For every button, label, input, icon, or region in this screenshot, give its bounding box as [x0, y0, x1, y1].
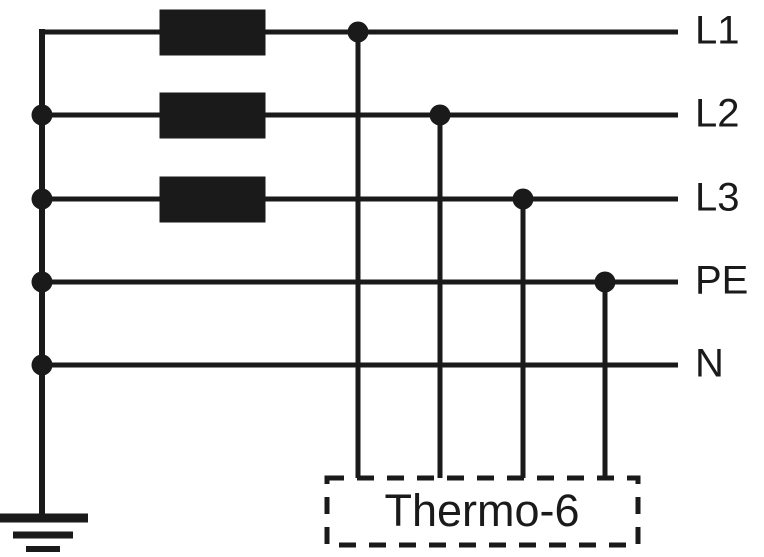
- resistor-blocks-group: [159, 9, 266, 223]
- device-label: Thermo-6: [384, 485, 579, 536]
- junction-dot-l1-drop: [347, 21, 369, 43]
- resistor-l2: [159, 92, 266, 139]
- device-thermo6-group[interactable]: Thermo-6: [324, 475, 641, 548]
- resistor-l3: [159, 176, 266, 223]
- rail-labels-group: L1 L2 L3 PE N: [695, 9, 748, 386]
- resistor-l1: [159, 9, 266, 56]
- rail-label-l1: L1: [695, 9, 740, 53]
- device-box-outline[interactable]: [324, 475, 641, 548]
- earth-ground-icon: [0, 513, 88, 552]
- rail-label-l3: L3: [695, 176, 740, 220]
- junction-dot-l3-drop: [512, 188, 534, 210]
- junction-dot-bus-l3: [31, 188, 53, 210]
- junction-dot-bus-pe: [31, 271, 53, 293]
- junction-dot-pe-drop: [594, 271, 616, 293]
- junction-dot-l2-drop: [429, 104, 451, 126]
- bus-junction-dots-group: [31, 104, 53, 376]
- rail-label-pe: PE: [695, 259, 748, 303]
- rail-junction-dots-group: [347, 21, 616, 293]
- junction-dot-bus-l2: [31, 104, 53, 126]
- rail-label-l2: L2: [695, 92, 740, 136]
- drop-wires-group: [355, 32, 608, 478]
- rail-label-n: N: [695, 342, 724, 386]
- junction-dot-bus-n: [31, 354, 53, 376]
